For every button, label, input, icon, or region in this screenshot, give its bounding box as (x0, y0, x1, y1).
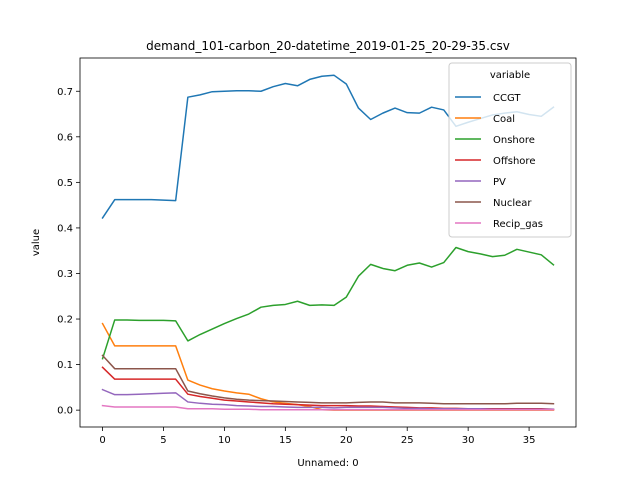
series-line-pv (101, 388, 555, 410)
legend: variable CCGT Coal Onshore Offshore PV Nuclea… (448, 62, 572, 238)
legend-label-recip-gas: Recip_gas (493, 219, 543, 230)
legend-label-pv: PV (493, 177, 506, 188)
y-tick-label: 0.4 (57, 223, 73, 234)
y-tick-label: 0.1 (57, 360, 73, 371)
x-tick-label: 30 (462, 435, 475, 446)
x-tick-label: 15 (279, 435, 292, 446)
legend-label-coal: Coal (493, 114, 515, 125)
x-tick-label: 25 (401, 435, 414, 446)
legend-title: variable (490, 70, 530, 81)
legend-label-ccgt: CCGT (493, 93, 521, 104)
y-tick-label: 0.3 (57, 269, 73, 280)
series-line-onshore (101, 246, 555, 360)
y-tick-label: 0.2 (57, 315, 73, 326)
legend-box (448, 62, 572, 238)
x-axis-label: Unnamed: 0 (297, 458, 358, 469)
plot-frame (79, 57, 577, 428)
y-tick-label: 0.6 (57, 132, 73, 143)
series-lines (101, 74, 555, 411)
series-line-recip-gas (101, 404, 555, 411)
y-tick-label: 0.7 (57, 87, 73, 98)
y-tick-label: 0.5 (57, 178, 73, 189)
x-tick-label: 10 (218, 435, 231, 446)
x-tick-label: 5 (160, 435, 166, 446)
legend-label-nuclear: Nuclear (493, 198, 532, 209)
axis-ticks: 0 5 10 15 20 25 30 35 0.0 0.1 0.2 0.3 0.4 0.5 0.6 0.7 (57, 87, 535, 446)
chart-title: demand_101-carbon_20-datetime_2019-01-25… (146, 39, 510, 53)
series-line-nuclear (101, 354, 555, 405)
x-tick-label: 0 (99, 435, 105, 446)
x-tick-label: 20 (340, 435, 353, 446)
y-tick-label: 0.0 (57, 406, 73, 417)
y-axis-label: value (31, 229, 42, 256)
legend-label-offshore: Offshore (493, 156, 535, 167)
legend-label-onshore: Onshore (493, 135, 535, 146)
x-tick-label: 35 (523, 435, 536, 446)
